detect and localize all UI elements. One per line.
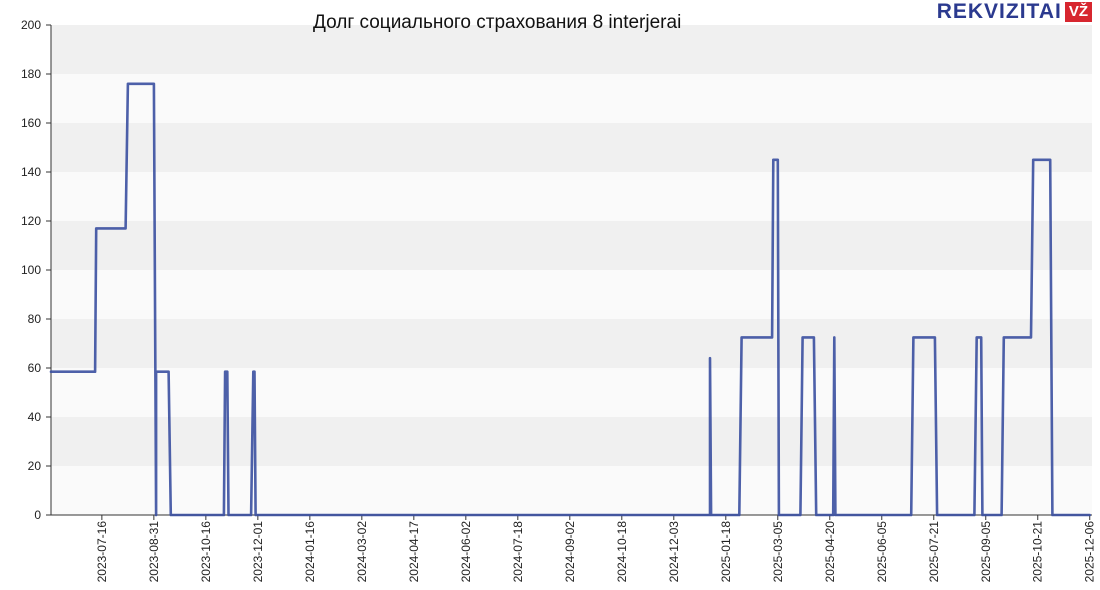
y-tick-label: 120 (21, 214, 41, 228)
y-tick-label: 80 (28, 312, 42, 326)
x-tick-label: 2024-09-02 (563, 521, 577, 583)
x-tick-label: 2024-10-18 (615, 521, 629, 583)
y-tick-label: 0 (34, 508, 41, 522)
y-tick-label: 140 (21, 165, 41, 179)
x-tick-label: 2025-03-05 (771, 521, 785, 583)
x-tick-label: 2025-04-20 (823, 521, 837, 583)
x-tick-label: 2025-10-21 (1031, 521, 1045, 583)
chart-title: Долг социального страхования 8 interjera… (313, 12, 682, 33)
grid-band (51, 25, 1092, 74)
logo-text: REKVIZITAI (936, 0, 1062, 23)
x-tick-label: 2024-01-16 (303, 521, 317, 583)
y-tick-label: 200 (21, 18, 41, 32)
x-tick-label: 2024-12-03 (667, 521, 681, 583)
x-tick-label: 2023-08-31 (147, 521, 161, 583)
x-tick-label: 2023-10-16 (199, 521, 213, 583)
grid-band (51, 221, 1092, 270)
x-tick-label: 2024-04-17 (407, 521, 421, 583)
x-tick-label: 2023-12-01 (251, 521, 265, 583)
x-tick-label: 2025-01-18 (719, 521, 733, 583)
grid-band (51, 123, 1092, 172)
y-axis: 0 20 40 60 80 100 120 140 160 180 200 (21, 18, 52, 522)
x-tick-label: 2025-07-21 (927, 521, 941, 583)
y-tick-label: 40 (28, 410, 42, 424)
grid-band (51, 319, 1092, 368)
x-axis: 2023-07-16 2023-08-31 2023-10-16 2023-12-01… (51, 514, 1097, 583)
x-tick-label: 2023-07-16 (95, 521, 109, 583)
rekvizitai-logo[interactable]: REKVIZITAI VŽ (937, 0, 1092, 24)
y-tick-label: 100 (21, 263, 41, 277)
x-tick-label: 2025-12-06 (1083, 521, 1097, 583)
y-tick-label: 160 (21, 116, 41, 130)
y-tick-label: 20 (28, 459, 42, 473)
x-tick-label: 2024-03-02 (355, 521, 369, 583)
x-tick-label: 2024-07-18 (511, 521, 525, 583)
x-tick-label: 2024-06-02 (459, 521, 473, 583)
series-line (49, 82, 1091, 517)
grid-bands (51, 25, 1092, 515)
x-tick-label: 2025-06-05 (875, 521, 889, 583)
logo-badge: VŽ (1064, 2, 1092, 22)
y-tick-label: 180 (21, 67, 41, 81)
y-tick-label: 60 (28, 361, 42, 375)
x-tick-label: 2025-09-05 (979, 521, 993, 583)
series-layer (49, 82, 1091, 517)
